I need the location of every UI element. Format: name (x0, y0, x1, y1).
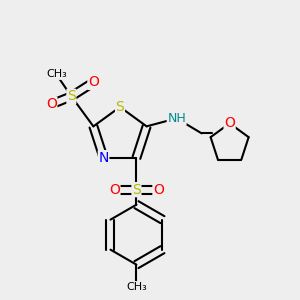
Text: O: O (46, 97, 57, 111)
Text: S: S (132, 183, 141, 197)
Text: O: O (109, 183, 120, 197)
Text: O: O (88, 75, 99, 89)
Text: N: N (98, 151, 109, 165)
Text: CH₃: CH₃ (126, 282, 147, 292)
Text: S: S (67, 89, 76, 103)
Text: O: O (153, 183, 164, 197)
Text: NH: NH (167, 112, 186, 125)
Text: CH₃: CH₃ (46, 69, 67, 79)
Text: S: S (116, 100, 124, 114)
Text: O: O (224, 116, 235, 130)
